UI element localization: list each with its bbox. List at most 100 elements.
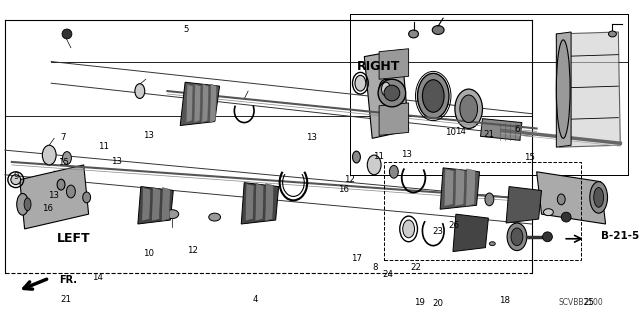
Ellipse shape [455,89,483,129]
Circle shape [62,29,72,39]
Text: 14: 14 [454,127,465,136]
Text: 21: 21 [483,130,494,139]
Ellipse shape [67,185,76,198]
Ellipse shape [209,213,221,221]
Polygon shape [364,50,408,138]
Text: 6: 6 [514,125,520,134]
Polygon shape [265,184,274,221]
Polygon shape [180,82,220,126]
Text: 19: 19 [413,298,424,307]
Polygon shape [186,84,193,122]
Polygon shape [20,165,88,229]
Ellipse shape [403,220,415,238]
Text: 17: 17 [351,254,362,263]
Text: RIGHT: RIGHT [356,60,400,73]
Text: 22: 22 [410,263,421,272]
Ellipse shape [609,31,616,37]
Ellipse shape [511,228,523,246]
Polygon shape [379,103,408,135]
Ellipse shape [135,84,145,99]
Polygon shape [245,184,254,221]
Text: 15: 15 [58,158,68,167]
Bar [384,162,581,260]
Text: 9: 9 [13,172,19,181]
Circle shape [378,79,406,107]
Ellipse shape [355,75,366,91]
Ellipse shape [594,188,604,207]
Text: 13: 13 [143,131,154,140]
Ellipse shape [460,95,477,122]
Text: 11: 11 [99,143,109,152]
Ellipse shape [507,223,527,251]
Text: 21: 21 [61,295,72,304]
Text: 13: 13 [401,150,412,159]
Text: FR.: FR. [59,275,77,285]
Text: 4: 4 [252,295,258,304]
Ellipse shape [63,152,72,164]
Polygon shape [556,32,620,147]
Text: 8: 8 [372,263,378,272]
Text: 13: 13 [111,157,122,166]
Polygon shape [440,168,479,209]
Circle shape [384,85,400,101]
Ellipse shape [557,194,565,205]
Ellipse shape [389,166,398,178]
Circle shape [561,212,571,222]
Ellipse shape [353,151,360,163]
Ellipse shape [57,179,65,190]
Circle shape [11,175,20,185]
Ellipse shape [166,210,179,219]
Polygon shape [161,188,170,221]
Text: 12: 12 [187,246,198,255]
Polygon shape [536,172,605,224]
Text: 15: 15 [524,153,535,162]
Ellipse shape [490,242,495,246]
Polygon shape [379,49,408,79]
Ellipse shape [367,155,381,175]
Ellipse shape [408,30,419,38]
Polygon shape [241,183,278,224]
Ellipse shape [556,40,570,138]
Text: 12: 12 [344,175,355,184]
Text: 25: 25 [584,298,595,307]
Polygon shape [202,84,209,122]
Ellipse shape [24,198,31,211]
Ellipse shape [17,193,29,215]
Text: 14: 14 [92,273,103,282]
Polygon shape [142,188,150,221]
Ellipse shape [417,73,449,119]
Text: 10: 10 [445,128,456,137]
Text: B-21-5: B-21-5 [601,231,639,241]
Polygon shape [152,188,161,221]
Circle shape [543,232,552,242]
Text: 20: 20 [433,300,444,308]
Ellipse shape [432,26,444,34]
Ellipse shape [590,182,607,213]
Text: 7: 7 [60,133,66,142]
Polygon shape [210,84,216,122]
Ellipse shape [485,193,494,206]
Ellipse shape [83,192,91,203]
Polygon shape [506,187,541,223]
Polygon shape [194,84,201,122]
Polygon shape [138,187,173,224]
Text: 16: 16 [338,185,349,194]
Text: 18: 18 [499,296,509,305]
Text: SCVBB2100: SCVBB2100 [559,298,604,307]
Text: 24: 24 [382,270,393,279]
Ellipse shape [42,145,56,165]
Polygon shape [466,169,476,206]
Text: 23: 23 [433,227,444,236]
Polygon shape [556,32,571,147]
Text: 13: 13 [307,133,317,142]
Text: 5: 5 [183,25,189,33]
Polygon shape [455,169,465,206]
Polygon shape [444,169,454,206]
Polygon shape [453,214,488,252]
Text: 11: 11 [372,152,383,161]
Polygon shape [255,184,264,221]
Text: LEFT: LEFT [57,232,91,245]
Polygon shape [481,119,522,140]
Ellipse shape [381,82,390,96]
Text: 10: 10 [143,249,154,258]
